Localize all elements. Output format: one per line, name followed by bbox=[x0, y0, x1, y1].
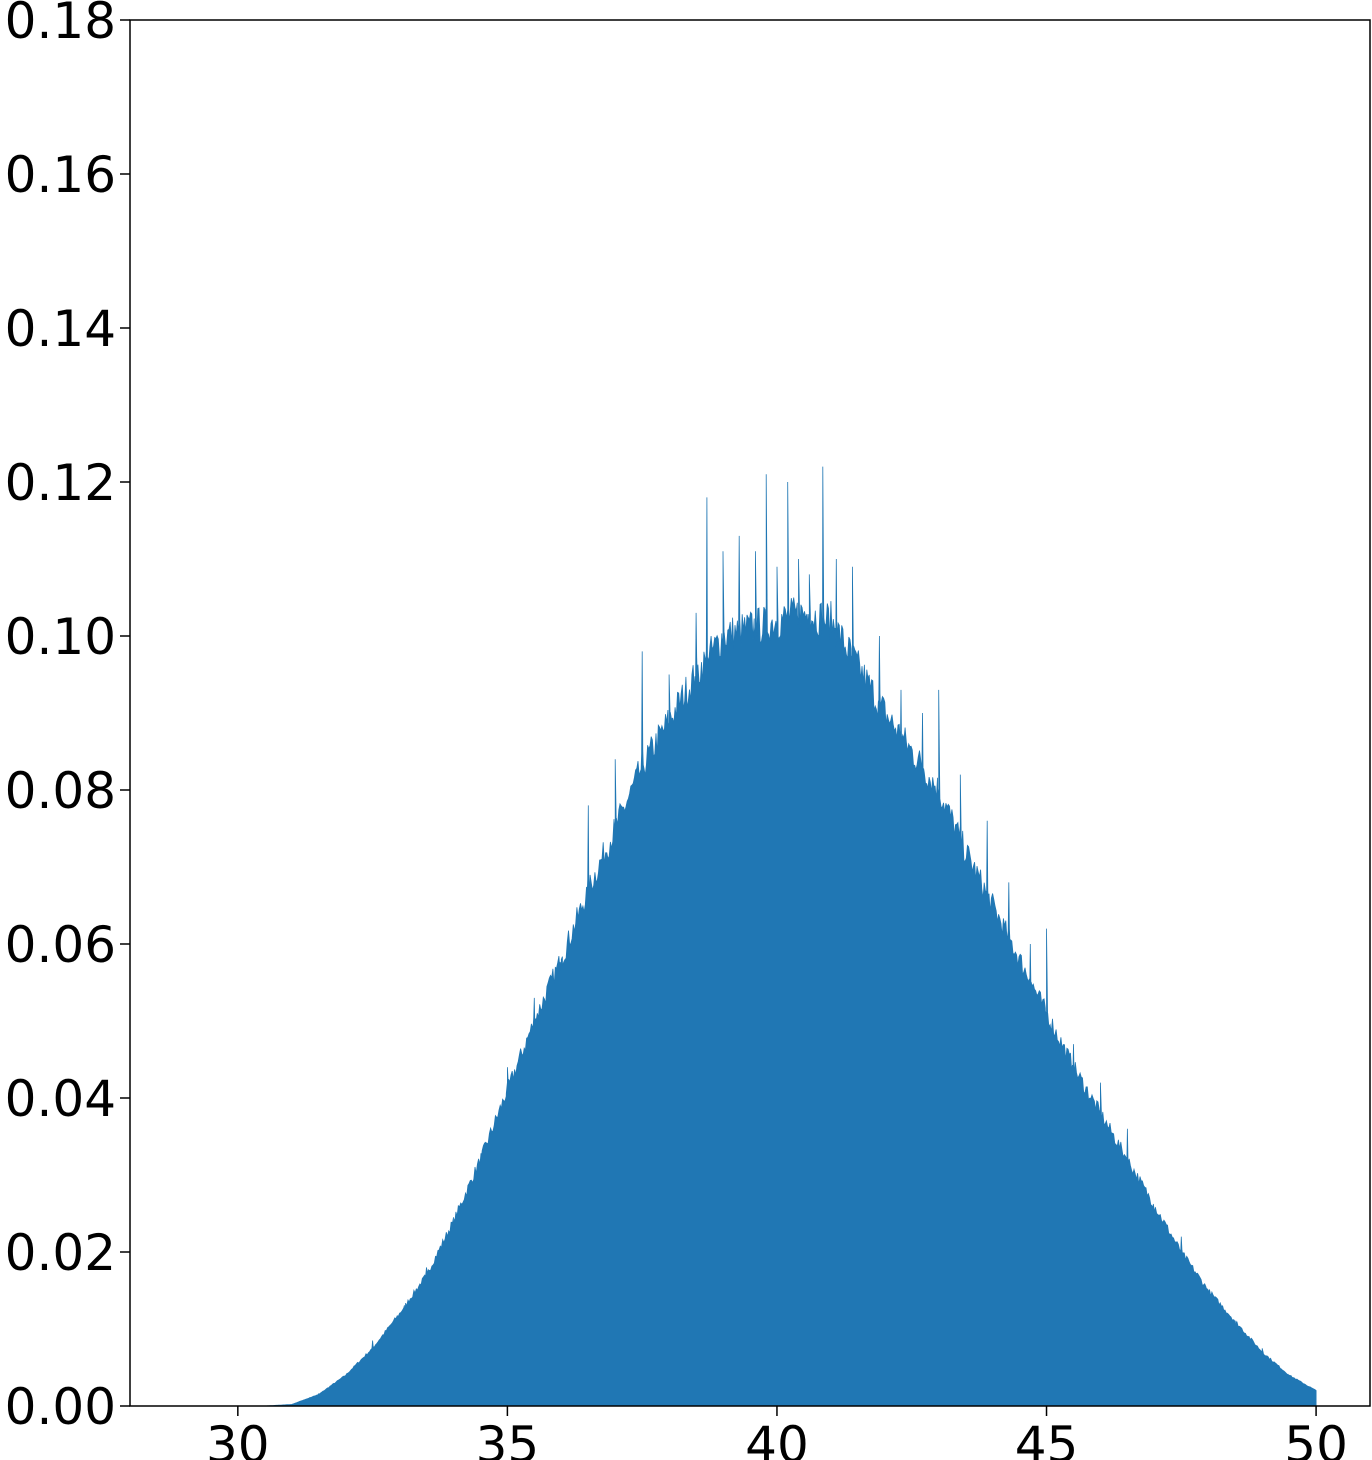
y-tick-label-0.14: 0.14 bbox=[5, 300, 116, 358]
x-tick-label-50: 50 bbox=[1284, 1416, 1348, 1460]
y-tick-label-0.06: 0.06 bbox=[5, 916, 116, 974]
x-axis: 30 35 40 45 50 bbox=[206, 1406, 1348, 1460]
y-tick-label-0.04: 0.04 bbox=[5, 1070, 116, 1128]
y-axis: 0.00 0.02 0.04 0.06 0.08 0.10 0.12 0.14 0.16 0.18 bbox=[5, 0, 130, 1436]
axes-frame bbox=[129, 19, 1371, 1407]
x-tick-label-40: 40 bbox=[745, 1416, 809, 1460]
y-tick-label-0.16: 0.16 bbox=[5, 146, 116, 204]
y-tick-label-0.02: 0.02 bbox=[5, 1224, 116, 1282]
plot-area bbox=[237, 466, 1317, 1407]
x-tick-label-30: 30 bbox=[206, 1416, 270, 1460]
y-tick-label-0.08: 0.08 bbox=[5, 762, 116, 820]
x-tick-label-35: 35 bbox=[476, 1416, 540, 1460]
y-tick-label-0.12: 0.12 bbox=[5, 454, 116, 512]
density-area bbox=[237, 466, 1317, 1407]
x-tick-label-45: 45 bbox=[1015, 1416, 1079, 1460]
y-tick-label-0.10: 0.10 bbox=[5, 608, 116, 666]
y-tick-label-0.18: 0.18 bbox=[5, 0, 116, 50]
y-tick-label-0.00: 0.00 bbox=[5, 1378, 116, 1436]
